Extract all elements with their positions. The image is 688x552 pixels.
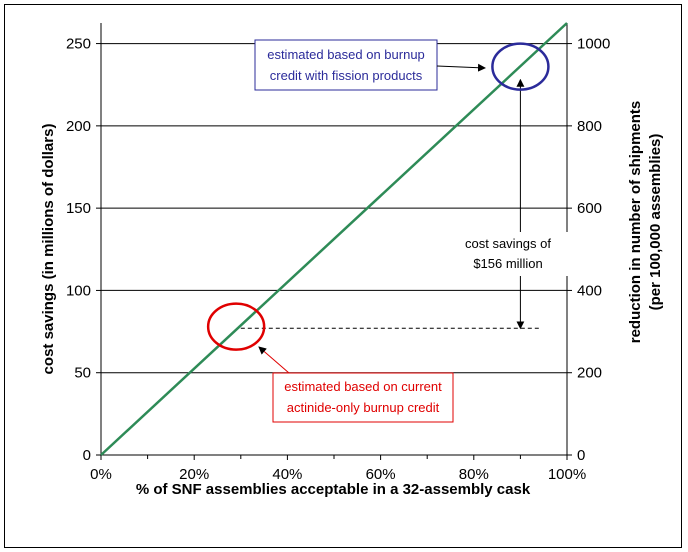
x-tick-label-1: 20% bbox=[179, 466, 209, 483]
chart-frame bbox=[4, 4, 682, 548]
x-tick-label-4: 80% bbox=[459, 466, 489, 483]
y-axis-title: cost savings (in millions of dollars) bbox=[40, 124, 57, 375]
y2-tick-label-5: 1000 bbox=[577, 36, 610, 53]
y2-tick-label-1: 200 bbox=[577, 365, 602, 382]
y2-tick-label-4: 800 bbox=[577, 118, 602, 135]
reference-layer bbox=[240, 78, 540, 330]
y-tick-label-1: 50 bbox=[74, 365, 91, 382]
series-line-0 bbox=[100, 22, 568, 456]
actinide-annotation-line2: actinide-only burnup credit bbox=[287, 400, 440, 415]
savings-annotation-line2: $156 million bbox=[473, 256, 542, 271]
y2-axis-title-line2: (per 100,000 assemblies) bbox=[647, 134, 664, 311]
y-tick-label-2: 100 bbox=[66, 282, 91, 299]
y2-tick-label-3: 600 bbox=[577, 200, 602, 217]
actinide-annotation-box bbox=[272, 372, 454, 423]
savings-annotation-line1: cost savings of bbox=[465, 236, 551, 251]
highlight-ellipse-actinide bbox=[206, 302, 266, 351]
highlight-ellipse-fission bbox=[491, 42, 550, 91]
savings-label-background bbox=[446, 232, 572, 276]
actinide-annotation-line1: estimated based on current bbox=[284, 379, 442, 394]
fission-arrow bbox=[436, 63, 486, 72]
y2-tick-label-0: 0 bbox=[577, 447, 585, 464]
highlight-layer bbox=[206, 42, 550, 351]
y2-axis-title-line1: reduction in number of shipments bbox=[627, 101, 644, 344]
x-tick-label-3: 60% bbox=[366, 466, 396, 483]
x-tick-label-2: 40% bbox=[272, 466, 302, 483]
x-axis-title: % of SNF assemblies acceptable in a 32-a… bbox=[136, 481, 531, 498]
y-tick-label-0: 0 bbox=[83, 447, 91, 464]
fission-annotation-line2: credit with fission products bbox=[270, 68, 423, 83]
gridlines bbox=[101, 43, 567, 374]
y-tick-label-4: 200 bbox=[66, 118, 91, 135]
fission-annotation-line1: estimated based on burnup bbox=[267, 47, 425, 62]
actinide-arrow bbox=[258, 346, 290, 374]
tick-labels: 0% 20% 40% 60% 80% 100% 0 50 100 150 200 250 0 200 400… bbox=[66, 36, 610, 483]
fission-annotation-box bbox=[254, 39, 438, 91]
x-tick-label-5: 100% bbox=[548, 466, 586, 483]
y2-tick-label-2: 400 bbox=[577, 282, 602, 299]
x-tick-label-0: 0% bbox=[90, 466, 112, 483]
y-tick-label-5: 250 bbox=[66, 36, 91, 53]
series-layer bbox=[100, 22, 568, 456]
y-tick-label-3: 150 bbox=[66, 200, 91, 217]
